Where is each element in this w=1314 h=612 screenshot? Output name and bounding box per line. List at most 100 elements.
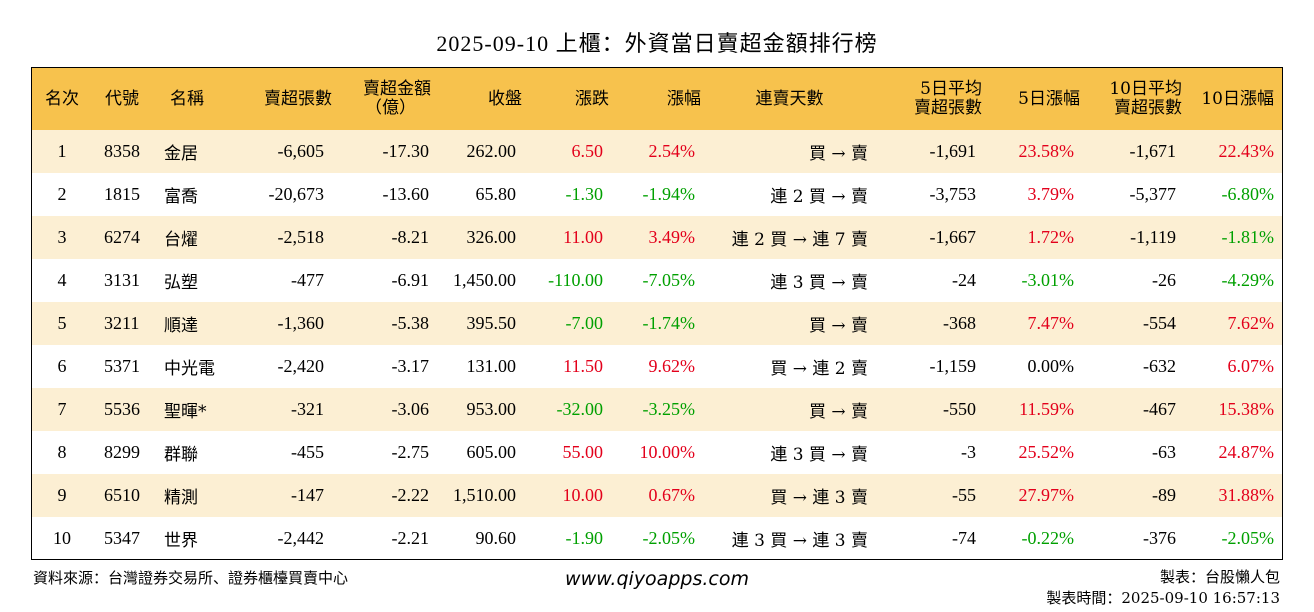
cell-rank: 4 [57,270,67,290]
cell-change-pct: -7.05% [642,270,696,290]
cell-change: 11.00 [563,227,603,247]
cell-code: 1815 [104,184,140,204]
cell-sell-amount: -13.60 [382,184,430,204]
cell-change: 55.00 [562,442,604,462]
table-row: 9 6510 精測 -147 -2.22 1,510.00 10.00 0.67% 買 → 連 … [32,474,1282,517]
cell-avg10: -26 [1152,270,1176,290]
header-pct5: 5日漲幅 [1018,88,1080,109]
cell-change: -1.90 [565,528,604,548]
cell-close: 953.00 [466,399,517,419]
cell-sell-amount: -3.17 [391,356,430,376]
cell-pct10: 6.07% [1227,356,1275,376]
cell-rank: 10 [53,528,71,548]
header-change: 漲跌 [575,88,609,109]
cell-streak: 連 3 買 → 連 3 賣 [731,531,868,551]
header-streak: 連賣天數 [755,88,824,109]
cell-sell-amount: -3.06 [391,399,430,419]
data-source-note: 資料來源：台灣證券交易所、證券櫃檯買賣中心 [33,569,349,587]
website-link[interactable]: www.qiyoapps.com [565,568,749,590]
cell-code: 5371 [104,356,140,376]
cell-code: 6274 [104,227,140,247]
cell-name: 精測 [164,488,198,508]
cell-sell-amount: -2.75 [391,442,430,462]
cell-name: 世界 [164,531,198,551]
cell-avg5: -3 [961,442,976,462]
ranking-table-container: 名次 代號 名稱 賣超張數 賣超金額 （億） 收盤 漲跌 漲幅 連賣天數 5日平均… [31,67,1283,560]
cell-avg10: -554 [1143,313,1176,333]
cell-pct10: 24.87% [1218,442,1275,462]
cell-change-pct: -2.05% [642,528,696,548]
cell-avg5: -368 [943,313,976,333]
cell-code: 5347 [104,528,140,548]
cell-code: 3211 [104,313,140,333]
cell-streak: 連 2 買 → 賣 [770,187,868,207]
cell-name: 聖暉* [164,402,207,422]
cell-pct10: -6.80% [1221,184,1275,204]
cell-pct5: 1.72% [1027,227,1075,247]
cell-pct10: 7.62% [1227,313,1275,333]
cell-sell-amount: -2.22 [391,485,430,505]
cell-avg10: -1,671 [1129,141,1177,161]
cell-name: 群聯 [164,445,198,465]
cell-avg5: -1,667 [929,227,977,247]
cell-name: 順達 [164,316,198,336]
table-row: 5 3211 順達 -1,360 -5.38 395.50 -7.00 -1.74% 買 → 賣… [32,302,1282,345]
cell-sell-lots: -6,605 [277,141,325,161]
header-sell-lots: 賣超張數 [264,88,332,109]
table-row: 8 8299 群聯 -455 -2.75 605.00 55.00 10.00% 連 3 買 →… [32,431,1282,474]
cell-rank: 8 [57,442,67,462]
header-avg10: 10日平均 賣超張數 [1109,79,1182,118]
ranking-table: 名次 代號 名稱 賣超張數 賣超金額 （億） 收盤 漲跌 漲幅 連賣天數 5日平均… [32,68,1282,559]
cell-streak: 買 → 賣 [808,402,868,422]
cell-rank: 2 [57,184,67,204]
cell-close: 605.00 [466,442,517,462]
cell-pct5: -3.01% [1021,270,1075,290]
header-avg5: 5日平均 賣超張數 [914,79,982,118]
cell-change: 6.50 [571,141,604,161]
cell-sell-lots: -147 [291,485,324,505]
cell-sell-lots: -2,518 [277,227,325,247]
cell-sell-amount: -6.91 [391,270,430,290]
cell-avg10: -5,377 [1129,184,1177,204]
cell-avg5: -55 [952,485,976,505]
cell-sell-lots: -1,360 [277,313,325,333]
made-time: 製表時間：2025-09-10 16:57:13 [1046,589,1280,607]
cell-avg10: -376 [1143,528,1176,548]
cell-sell-amount: -8.21 [391,227,430,247]
maker-label: 製表：台股懶人包 [1159,568,1280,586]
cell-pct10: 31.88% [1218,485,1275,505]
cell-code: 6510 [104,485,140,505]
header-name: 名稱 [170,88,204,109]
header-close: 收盤 [488,88,522,109]
cell-sell-lots: -477 [291,270,324,290]
cell-sell-amount: -2.21 [391,528,430,548]
header-code: 代號 [105,88,139,109]
cell-change: -1.30 [565,184,604,204]
cell-code: 8358 [104,141,140,161]
cell-close: 395.50 [466,313,517,333]
table-row: 4 3131 弘塑 -477 -6.91 1,450.00 -110.00 -7.05% 連 3… [32,259,1282,302]
cell-close: 1,510.00 [453,485,516,505]
cell-avg10: -632 [1143,356,1176,376]
cell-pct5: -0.22% [1021,528,1075,548]
cell-pct5: 23.58% [1018,141,1075,161]
cell-pct5: 0.00% [1027,356,1075,376]
cell-pct5: 25.52% [1018,442,1075,462]
cell-close: 65.80 [475,184,517,204]
cell-avg5: -24 [952,270,976,290]
cell-streak: 連 3 買 → 賣 [770,445,868,465]
cell-rank: 5 [57,313,67,333]
table-row: 3 6274 台燿 -2,518 -8.21 326.00 11.00 3.49% 連 2 買 … [32,216,1282,259]
cell-change: -110.00 [548,270,603,290]
cell-close: 90.60 [475,528,517,548]
cell-pct5: 11.59% [1019,399,1074,419]
cell-change-pct: 2.54% [648,141,696,161]
cell-change: 11.50 [563,356,603,376]
cell-code: 3131 [104,270,140,290]
cell-sell-lots: -321 [291,399,324,419]
cell-streak: 買 → 連 3 賣 [770,488,868,508]
cell-name: 金居 [164,144,198,164]
cell-avg10: -89 [1152,485,1176,505]
cell-close: 262.00 [466,141,517,161]
cell-sell-amount: -5.38 [391,313,430,333]
